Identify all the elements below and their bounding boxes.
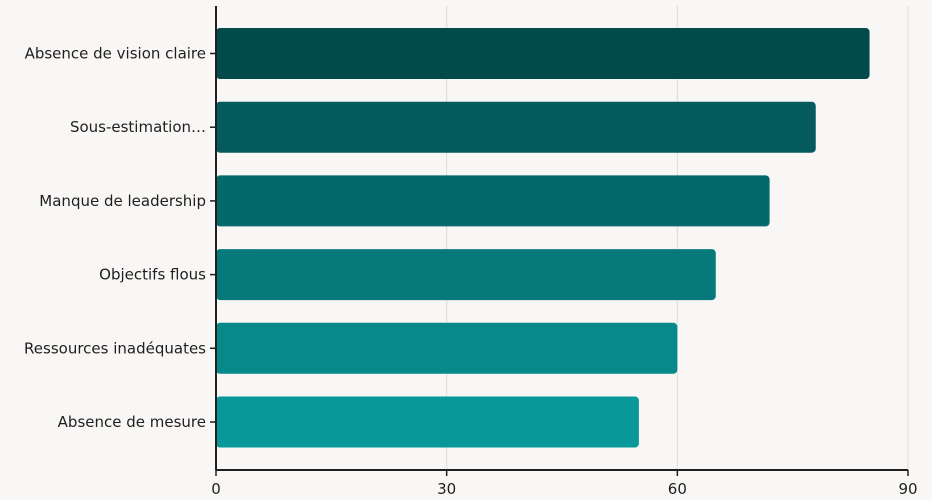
category-labels: Absence de vision claire Sous-estimation…… (24, 45, 206, 432)
bar-2 (216, 101, 816, 153)
bar-1 (216, 28, 870, 79)
x-tick-label-90: 90 (898, 480, 917, 498)
bar-6 (216, 396, 639, 448)
bars (216, 28, 870, 448)
grid-lines (446, 6, 909, 470)
category-label-1: Absence de vision claire (25, 45, 206, 63)
x-tick-label-0: 0 (211, 480, 221, 498)
category-label-5: Ressources inadéquates (24, 339, 206, 357)
tick-labels: 0 30 60 90 (211, 480, 917, 498)
bar-3 (216, 175, 770, 227)
bar-4 (216, 249, 716, 301)
axes (210, 6, 909, 476)
x-tick-label-60: 60 (668, 480, 687, 498)
category-label-6: Absence de mesure (58, 413, 206, 431)
category-label-3: Manque de leadership (39, 192, 206, 210)
bar-5 (216, 322, 678, 374)
category-label-4: Objectifs flous (99, 266, 206, 284)
category-label-2: Sous-estimation… (70, 118, 206, 136)
x-tick-label-30: 30 (437, 480, 456, 498)
